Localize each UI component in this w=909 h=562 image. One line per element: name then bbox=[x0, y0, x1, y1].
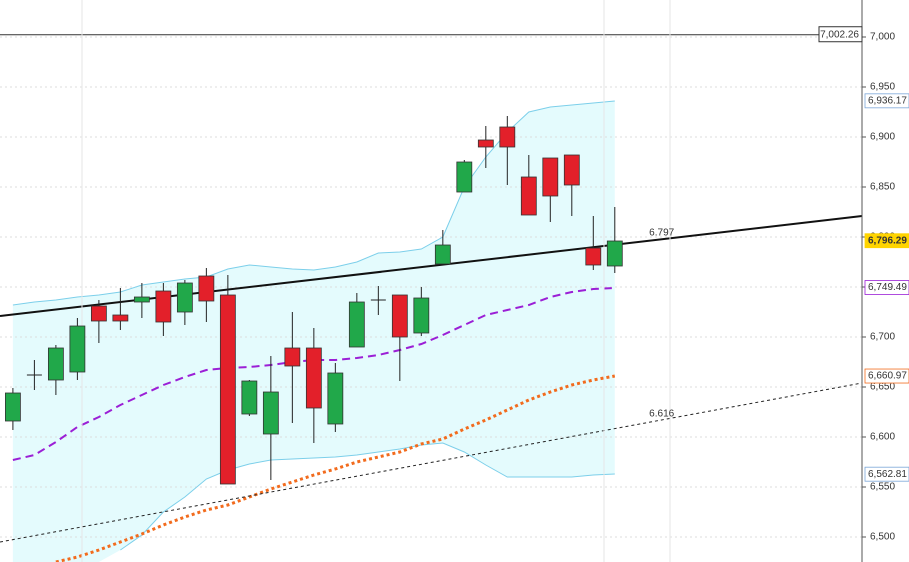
price-label: 6,562.81 bbox=[868, 469, 907, 480]
candle-body bbox=[176, 282, 193, 313]
y-tick-label: 6,500 bbox=[870, 532, 895, 543]
price-label: 6,749.49 bbox=[868, 282, 907, 293]
candle-body bbox=[155, 290, 172, 323]
candle-body bbox=[606, 240, 623, 267]
trendline-label: 6.797 bbox=[649, 228, 674, 239]
trendline bbox=[0, 382, 863, 543]
y-tick-label: 6,600 bbox=[870, 432, 895, 443]
level-label: 7,002.26 bbox=[820, 29, 859, 40]
price-label-box bbox=[864, 280, 909, 295]
price-label-box bbox=[864, 233, 909, 249]
candle-body bbox=[133, 296, 150, 303]
y-tick-label: 6,850 bbox=[870, 182, 895, 193]
candle-body bbox=[499, 126, 516, 148]
price-label: 6,660.97 bbox=[868, 371, 907, 382]
candle-body bbox=[262, 391, 279, 435]
price-label-box bbox=[864, 368, 909, 384]
candle-body bbox=[305, 347, 322, 409]
price-label-box bbox=[864, 93, 909, 109]
indicator-line bbox=[12, 100, 615, 306]
candle-body bbox=[542, 157, 559, 197]
candle-body bbox=[241, 380, 258, 415]
candle-body bbox=[585, 247, 602, 266]
level-label-box bbox=[818, 26, 863, 43]
candle-body bbox=[284, 347, 301, 367]
candle-body bbox=[413, 297, 430, 334]
candle-body bbox=[327, 372, 344, 425]
candle-body bbox=[434, 244, 451, 265]
trendline-label: 6.616 bbox=[649, 409, 674, 420]
y-tick-label: 7,000 bbox=[870, 32, 895, 43]
candle-body bbox=[520, 176, 537, 216]
candle-body bbox=[90, 305, 107, 322]
candle-body bbox=[198, 275, 215, 302]
indicator-line bbox=[120, 442, 615, 551]
candle-body bbox=[456, 161, 473, 193]
price-label: 6,936.17 bbox=[868, 95, 907, 106]
candle-body bbox=[69, 325, 86, 373]
candle-body bbox=[348, 301, 365, 348]
candle-body bbox=[563, 154, 580, 186]
plot bbox=[0, 34, 863, 562]
candle-body bbox=[4, 392, 21, 422]
candle-body bbox=[47, 347, 64, 381]
y-tick-label: 6,950 bbox=[870, 82, 895, 93]
candle-body bbox=[477, 139, 494, 148]
y-tick-label: 6,650 bbox=[870, 382, 895, 393]
y-tick-label: 6,700 bbox=[870, 332, 895, 343]
candle-body bbox=[219, 294, 236, 485]
y-tick-label: 6,900 bbox=[870, 132, 895, 143]
candle-body bbox=[112, 314, 129, 322]
y-tick-label: 6,550 bbox=[870, 482, 895, 493]
price-label-box bbox=[864, 466, 909, 482]
indicator-line bbox=[55, 374, 616, 562]
candle-body bbox=[391, 294, 408, 338]
price-label: 6,796.29 bbox=[868, 235, 907, 246]
